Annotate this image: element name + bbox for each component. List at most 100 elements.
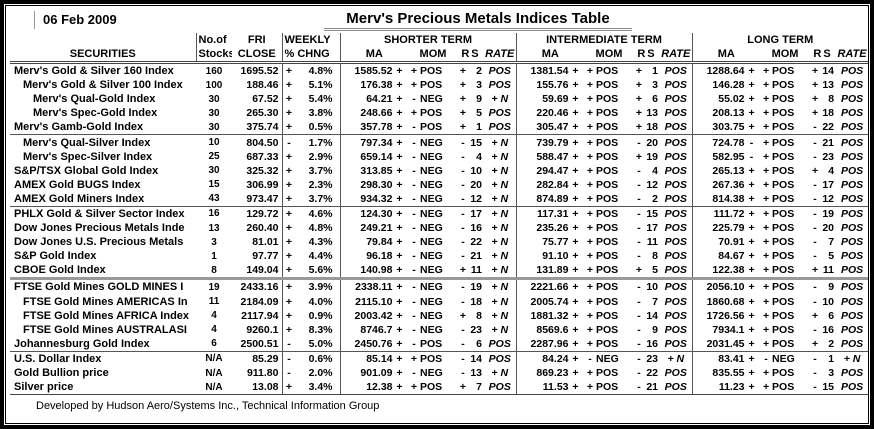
mom-label: NEG [420,295,443,308]
table-row: PHLX Gold & Silver Sector Index 16 129.72 +… [10,205,868,222]
ma-value: 659.14 [360,150,393,163]
shorter-rate: POS [484,78,517,93]
intermediate-rate: POS [660,365,693,381]
long-mom: + POS [760,337,810,352]
header-stocks: Stocks [196,46,232,64]
long-rate: POS [836,277,868,295]
shorter-rs: -23 [458,323,484,337]
ma-value: 357.78 [360,121,393,134]
ma-value: 155.76 [536,79,569,92]
ma-value: 739.79 [536,136,569,149]
intermediate-mom: + POS [584,337,634,352]
mom-label: POS [596,264,619,277]
shorter-mom: - NEG [408,309,458,323]
rs-value: 4 [652,164,658,177]
shorter-rate: + N [484,149,517,164]
ma-value: 84.67 [718,250,745,263]
shorter-mom: + POS [408,106,458,120]
mom-label: POS [596,281,619,294]
shorter-ma: 79.84 + [340,235,408,249]
shorter-mom: - NEG [408,192,458,207]
rs-value: 6 [476,337,482,350]
ma-value: 1288.64 [706,65,745,78]
mom-sign: + [762,309,770,322]
security-name: CBOE Gold Index [14,264,106,277]
intermediate-rs: -17 [634,221,660,235]
long-ma: 1288.64 + [692,63,760,79]
rs-value: 2 [476,65,482,78]
rs-value: 17 [822,178,835,191]
rs-sign: + [635,65,643,78]
intermediate-ma: 282.84 + [516,178,584,192]
rs-sign: - [637,192,641,205]
shorter-ma: 64.21 + [340,92,408,106]
chng-sign: + [285,107,293,120]
long-rate: + N [836,350,868,366]
mom-label: POS [596,107,619,120]
intermediate-ma: 294.47 + [516,164,584,178]
rs-sign: + [635,107,643,120]
ma-sign: + [748,281,755,294]
intermediate-rate: POS [660,92,693,107]
weekly-chng: +3.8% [282,106,341,121]
chng-value: 1.7% [308,136,333,149]
intermediate-rs: -23 [634,350,660,366]
intermediate-mom: + POS [584,164,634,178]
ma-sign: + [396,136,403,149]
rs-sign: + [459,381,467,394]
intermediate-mom: + POS [584,92,634,106]
rs-value: 15 [470,136,482,149]
ma-sign: + [396,65,403,78]
ma-sign: + [396,236,403,249]
shorter-rate: + N [484,235,517,250]
long-rs: -19 [810,205,837,222]
weekly-chng: +0.9% [282,308,341,323]
security-name: FTSE Gold Mines AUSTRALASI [23,323,187,336]
mom-sign: + [586,264,594,277]
shorter-rs: -12 [458,192,484,207]
mom-label: POS [596,207,619,220]
mom-label: POS [420,352,443,365]
ma-value: 11.53 [542,381,569,394]
intermediate-rs: +3 [634,78,660,92]
chng-value: 0.6% [308,352,333,365]
chng-value: 4.6% [308,207,333,220]
rs-sign: + [459,264,467,277]
ma-value: 91.10 [542,250,569,263]
rs-sign: - [637,222,641,235]
mom-sign: - [412,164,416,177]
long-ma: 582.95- [692,150,760,164]
shorter-ma: 797.34 + [340,134,408,150]
intermediate-rate: POS [660,249,693,264]
shorter-ma: 2450.76 + [340,337,408,352]
intermediate-mom: + POS [584,277,634,295]
shorter-ma: 659.14 + [340,150,408,164]
ma-value: 11.23 [718,381,745,394]
chng-value: 4.8% [308,222,333,235]
mom-label: POS [596,164,619,177]
mom-label: POS [596,367,619,380]
mom-sign: - [412,222,416,235]
header-fri: FRI [232,33,283,46]
long-mom: + POS [760,92,810,106]
rs-value: 8 [652,250,658,263]
long-mom: + POS [760,295,810,309]
long-ma: 111.72 + [692,205,761,222]
rs-sign: - [813,367,817,380]
long-rs: -9 [810,277,837,295]
shorter-rs: -22 [458,235,484,249]
long-ma: 83.41 + [692,350,761,366]
rs-value: 1 [828,352,835,365]
fri-close: 1695.52 [232,62,283,79]
ma-sign: + [748,192,755,205]
table-row: Silver price N/A 13.08 +3.4% 12.38 + + POS +7 POS… [10,380,868,396]
mom-label: POS [596,178,619,191]
mom-label: POS [772,236,795,249]
mom-sign: + [586,323,594,336]
long-rate: POS [840,250,864,263]
intermediate-rate: POS [660,380,693,396]
rs-value: 7 [652,295,658,308]
rs-sign: - [813,222,817,235]
table-row: Johannesburg Gold Index 6 2500.51-5.0% 2450… [10,336,868,352]
chng-sign: - [287,352,291,365]
